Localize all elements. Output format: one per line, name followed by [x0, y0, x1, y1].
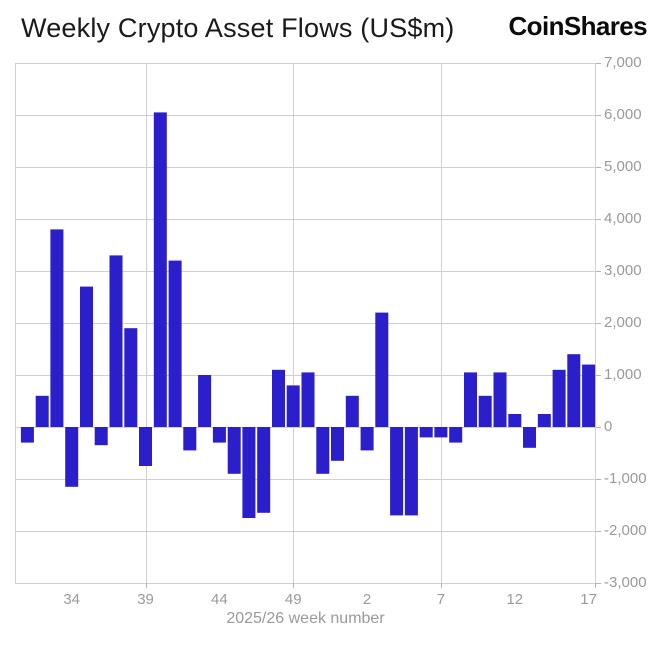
- flow-bar-week-40: [153, 112, 167, 428]
- flow-bar-week-7: [434, 427, 448, 438]
- flow-bar-week-14: [537, 414, 551, 427]
- flow-bar-week-15: [552, 369, 566, 427]
- x-tick-label: 12: [506, 591, 524, 608]
- flow-bar-week-8: [449, 427, 463, 443]
- flow-bar-week-31: [20, 427, 34, 443]
- y-tick-label: 4,000: [604, 210, 642, 227]
- flow-bar-week-1: [345, 395, 359, 427]
- flow-bar-week-51: [316, 427, 330, 474]
- y-tick-label: -3,000: [604, 574, 647, 591]
- flow-bar-week-48: [272, 369, 285, 427]
- flow-bar-week-43: [198, 375, 212, 427]
- y-tick-label: 3,000: [604, 262, 642, 279]
- flow-bar-week-47: [257, 427, 271, 513]
- y-tick-label: -1,000: [604, 470, 647, 487]
- flow-bar-week-12: [508, 414, 522, 427]
- flow-bar-week-36: [94, 427, 108, 446]
- flow-bar-week-37: [109, 255, 123, 427]
- x-axis-title: 2025/26 week number: [226, 610, 385, 627]
- x-tick-label: 49: [284, 591, 302, 608]
- flow-bar-week-38: [124, 328, 138, 427]
- flow-bar-week-52: [331, 427, 344, 461]
- flow-bar-week-5: [404, 427, 418, 516]
- flow-bar-week-45: [227, 427, 241, 474]
- y-tick-label: 7,000: [604, 54, 642, 71]
- chart-title: Weekly Crypto Asset Flows (US$m): [21, 13, 455, 43]
- flow-bar-week-50: [301, 372, 315, 427]
- flow-bar-week-9: [464, 372, 477, 427]
- flow-bar-week-35: [80, 286, 93, 427]
- x-tick-label: 34: [63, 591, 81, 608]
- x-tick-label: 2: [362, 591, 372, 608]
- flow-bar-week-2: [360, 427, 374, 451]
- y-tick-label: 6,000: [604, 106, 642, 123]
- coinshares-logo: CoinShares: [508, 11, 648, 41]
- flow-bar-week-13: [523, 427, 536, 448]
- flow-bar-week-17: [582, 364, 596, 427]
- flow-bar-week-32: [35, 395, 49, 427]
- flow-bar-week-33: [50, 229, 64, 427]
- flow-bar-week-3: [375, 312, 389, 427]
- flow-bar-week-11: [493, 372, 507, 427]
- flow-bar-week-49: [286, 385, 300, 427]
- y-tick-label: 2,000: [604, 314, 642, 331]
- y-tick-label: 0: [604, 418, 613, 435]
- flow-bar-week-39: [139, 427, 152, 466]
- flow-bar-week-4: [390, 427, 404, 516]
- flow-bar-week-44: [212, 427, 226, 443]
- flow-bar-week-6: [419, 427, 433, 438]
- flow-bar-week-10: [478, 395, 492, 427]
- y-tick-label: -2,000: [604, 522, 647, 539]
- y-tick-label: 5,000: [604, 158, 642, 175]
- x-tick-label: 17: [580, 591, 597, 608]
- flow-bar-week-34: [65, 427, 79, 487]
- flow-bar-week-46: [242, 427, 256, 518]
- x-tick-label: 39: [137, 591, 154, 608]
- flow-bar-week-16: [567, 354, 581, 427]
- flow-bar-week-41: [168, 260, 182, 427]
- x-tick-label: 7: [436, 591, 446, 608]
- x-tick-label: 44: [211, 591, 228, 608]
- y-tick-label: 1,000: [604, 366, 642, 383]
- flow-bar-week-42: [183, 427, 197, 451]
